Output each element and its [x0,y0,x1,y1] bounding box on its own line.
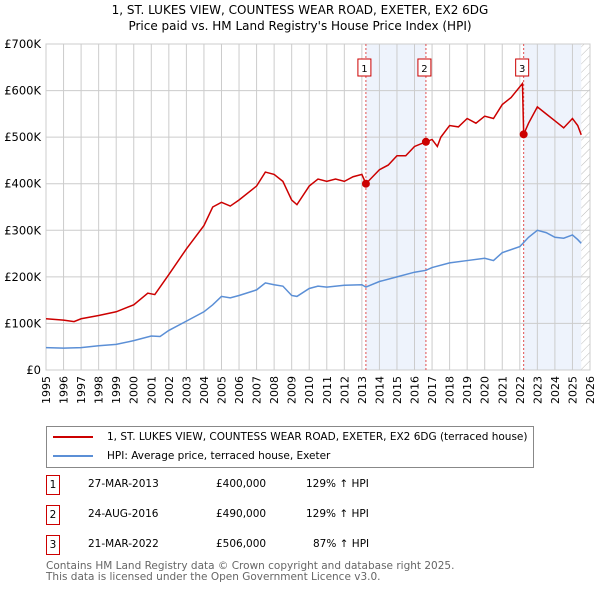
y-tick-label: £600K [4,84,41,98]
x-tick-label: 1998 [93,376,106,404]
sale-price: £490,000 [216,508,267,520]
x-tick-label: 2001 [145,376,158,404]
x-tick-label: 2016 [409,376,422,404]
price-paid-line [45,81,582,323]
sale-price: £506,000 [216,538,267,550]
x-tick-label: 2018 [444,376,457,404]
shaded-period [365,44,426,370]
x-tick-label: 2000 [128,376,141,404]
x-tick-label: 2005 [215,376,228,404]
y-tick-label: £500K [4,130,41,144]
sale-date: 24-AUG-2016 [88,508,159,520]
chart-title: 1, ST. LUKES VIEW, COUNTESS WEAR ROAD, E… [111,3,489,17]
x-tick-label: 1997 [75,376,88,404]
footer-line-1: Contains HM Land Registry data © Crown c… [46,560,455,572]
sale-point [421,137,430,146]
x-tick-label: 2019 [461,376,474,404]
x-tick-label: 2024 [549,376,562,404]
shaded-period [523,44,582,370]
sale-label-box [515,58,530,77]
x-tick-label: 2023 [531,376,544,404]
x-tick-label: 1995 [40,376,53,404]
sale-label: 3 [519,64,525,75]
y-tick-label: £200K [4,270,41,284]
y-tick-label: £100K [4,316,41,330]
sale-row: 2 24-AUG-2016 £490,000 129% ↑ HPI [46,505,446,525]
sale-date: 27-MAR-2013 [88,478,159,490]
sale-label: 1 [361,64,367,75]
sale-point [519,130,528,139]
sale-hpi: 129% ↑ HPI [306,508,369,520]
x-tick-label: 2017 [426,376,439,404]
x-tick-label: 2010 [303,376,316,404]
plot-area: 1995 1996 1997 1998 1999 2000 2001 2002 2003 2004… [4,37,597,404]
sale-point [361,179,370,188]
x-tick-label: 2012 [338,376,351,404]
footer-attribution: Contains HM Land Registry data © Crown c… [46,561,454,583]
x-tick-label: 2015 [391,376,404,404]
y-tick-label: £300K [4,223,41,237]
sale-row: 3 21-MAR-2022 £506,000 87% ↑ HPI [46,535,446,555]
sale-marker-badge: 2 [46,505,60,525]
sale-marker-badge: 3 [46,535,60,555]
sale-row: 1 27-MAR-2013 £400,000 129% ↑ HPI [46,475,446,495]
legend-label-property: 1, ST. LUKES VIEW, COUNTESS WEAR ROAD, E… [107,431,528,443]
x-tick-label: 2008 [268,376,281,404]
forecast-hatch [581,44,590,370]
y-tick-label: £0 [26,363,41,377]
x-tick-label: 2007 [251,376,264,404]
x-tick-label: 2025 [566,376,579,404]
x-tick-label: 2003 [180,376,193,404]
x-tick-label: 2013 [356,376,369,404]
x-tick-label: 2006 [233,376,246,404]
sale-date: 21-MAR-2022 [88,538,159,550]
x-tick-label: 2011 [321,376,334,404]
sale-hpi: 129% ↑ HPI [306,478,369,490]
x-tick-label: 1996 [58,376,71,404]
chart-subtitle: Price paid vs. HM Land Registry's House … [128,19,472,33]
x-tick-label: 2026 [584,376,597,404]
legend-label-hpi: HPI: Average price, terraced house, Exet… [107,450,331,462]
sale-price: £400,000 [216,478,267,490]
hpi-line [45,229,582,349]
sale-hpi: 87% ↑ HPI [313,538,370,550]
plot-border [45,43,591,371]
x-tick-label: 2021 [496,376,509,404]
x-tick-label: 1999 [110,376,123,404]
y-tick-label: £400K [4,177,41,191]
x-tick-label: 2022 [514,376,527,404]
x-tick-label: 2004 [198,376,211,404]
footer-line-2: This data is licensed under the Open Gov… [46,571,381,583]
legend-swatch-hpi [53,455,93,457]
x-tick-label: 2014 [373,376,386,404]
sale-label-box [357,58,372,77]
legend-swatch-property [53,436,93,438]
legend: 1, ST. LUKES VIEW, COUNTESS WEAR ROAD, E… [46,426,534,468]
x-tick-label: 2002 [163,376,176,404]
x-tick-label: 2009 [286,376,299,404]
sale-label: 2 [421,64,427,75]
sale-marker-badge: 1 [46,475,60,495]
x-tick-label: 2020 [479,376,492,404]
sale-label-box [417,58,432,77]
y-tick-label: £700K [4,37,41,51]
